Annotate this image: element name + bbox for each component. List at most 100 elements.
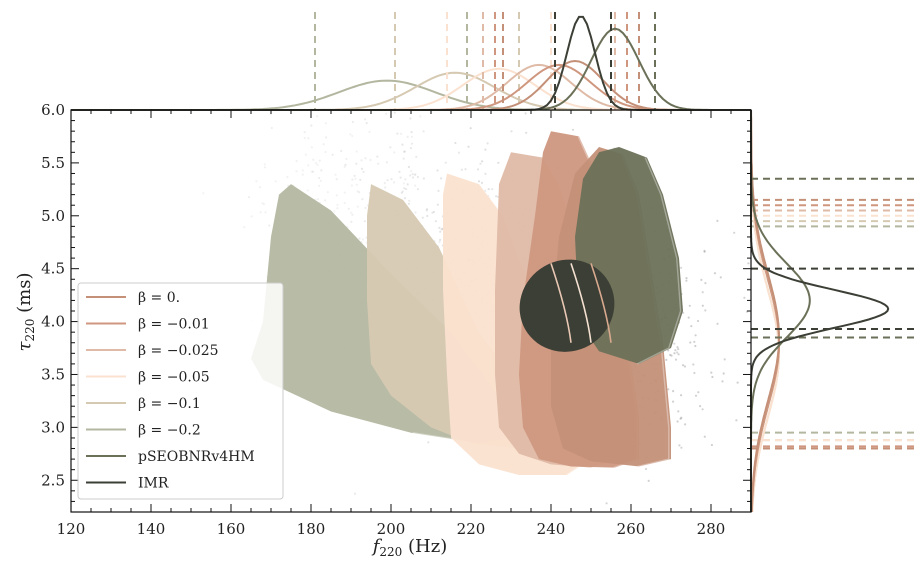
sample-point <box>425 209 428 212</box>
sample-point <box>343 191 346 194</box>
sample-point <box>250 215 253 218</box>
sample-point <box>672 400 675 403</box>
sample-point <box>396 132 399 135</box>
sample-point <box>685 277 688 280</box>
sample-point <box>437 189 440 192</box>
sample-point <box>495 195 498 198</box>
sample-point <box>677 353 680 356</box>
sample-point <box>719 276 722 279</box>
sample-point <box>700 278 703 281</box>
sample-point <box>467 145 470 148</box>
sample-point <box>425 208 429 211</box>
sample-point <box>677 348 680 351</box>
x-tick-label: 240 <box>537 520 566 538</box>
sample-point <box>343 201 346 205</box>
sample-point <box>408 199 411 202</box>
sample-point <box>678 444 681 447</box>
sample-point <box>697 391 700 394</box>
sample-point <box>322 143 325 146</box>
sample-point <box>364 118 367 121</box>
sample-point <box>409 117 412 120</box>
sample-point <box>477 180 481 183</box>
sample-point <box>364 157 367 160</box>
sample-point <box>393 181 396 184</box>
sample-point <box>350 220 353 223</box>
sample-point <box>479 162 482 165</box>
sample-point <box>355 162 358 165</box>
sample-point <box>333 210 336 213</box>
sample-point <box>324 150 327 154</box>
sample-point <box>336 203 339 206</box>
sample-point <box>713 272 717 275</box>
sample-point <box>385 161 388 164</box>
sample-point <box>406 183 409 186</box>
sample-point <box>676 351 679 354</box>
sample-point <box>409 174 412 177</box>
sample-point <box>335 194 338 197</box>
sample-point <box>683 365 687 368</box>
sample-point <box>399 132 403 135</box>
sample-point <box>359 178 362 181</box>
sample-point <box>310 146 313 149</box>
x-tick-label: 220 <box>457 520 486 538</box>
sample-point <box>263 166 267 169</box>
sample-point <box>704 309 707 312</box>
sample-point <box>464 168 467 171</box>
sample-point <box>722 372 725 375</box>
sample-point <box>411 173 414 176</box>
sample-point <box>390 178 393 181</box>
sample-point <box>376 155 379 158</box>
sample-point <box>721 380 724 383</box>
sample-point <box>410 142 414 145</box>
contour-line-6 <box>636 157 682 365</box>
sample-point <box>680 416 683 419</box>
sample-point <box>389 146 392 149</box>
sample-point <box>360 159 363 162</box>
sample-point <box>457 151 461 154</box>
sample-point <box>402 157 405 160</box>
sample-point <box>362 238 365 241</box>
sample-point <box>262 203 266 206</box>
sample-point <box>484 172 487 175</box>
legend-entry: β = −0.1 <box>138 396 201 412</box>
sample-point <box>487 188 490 191</box>
marginal-x-curve-5 <box>71 59 751 111</box>
x-tick-label: 120 <box>57 520 86 538</box>
sample-point <box>353 492 357 495</box>
x-tick-label: 280 <box>697 520 726 538</box>
marginal-x-curve-6 <box>71 27 751 111</box>
sample-point <box>704 282 707 285</box>
sample-point <box>274 180 277 183</box>
sample-point <box>264 211 267 214</box>
sample-point <box>320 169 323 172</box>
legend-entry: β = 0. <box>138 290 180 306</box>
sample-point <box>682 364 685 367</box>
sample-point <box>716 322 719 325</box>
sample-point <box>356 205 359 208</box>
sample-point <box>355 183 358 186</box>
sample-point <box>524 112 527 115</box>
sample-point <box>356 190 359 193</box>
x-tick-label: 200 <box>377 520 406 538</box>
right-marginal-panel <box>750 109 918 513</box>
sample-point <box>295 159 298 163</box>
sample-point <box>434 220 437 223</box>
sample-point <box>350 184 353 187</box>
sample-point <box>358 191 361 194</box>
sample-point <box>368 130 371 133</box>
sample-point <box>684 423 687 426</box>
sample-point <box>314 161 317 165</box>
legend-entry: β = −0.01 <box>138 317 210 333</box>
sample-point <box>510 130 513 133</box>
sample-point <box>647 479 650 482</box>
sample-point <box>310 170 313 173</box>
sample-point <box>667 349 670 352</box>
sample-point <box>386 179 389 182</box>
sample-point <box>674 358 678 361</box>
sample-point <box>383 182 386 185</box>
sample-point <box>351 134 354 138</box>
y-tick-label: 5.5 <box>41 154 65 172</box>
legend-entry: pSEOBNRv4HM <box>138 449 255 465</box>
sample-point <box>491 188 494 191</box>
sample-point <box>247 196 251 199</box>
